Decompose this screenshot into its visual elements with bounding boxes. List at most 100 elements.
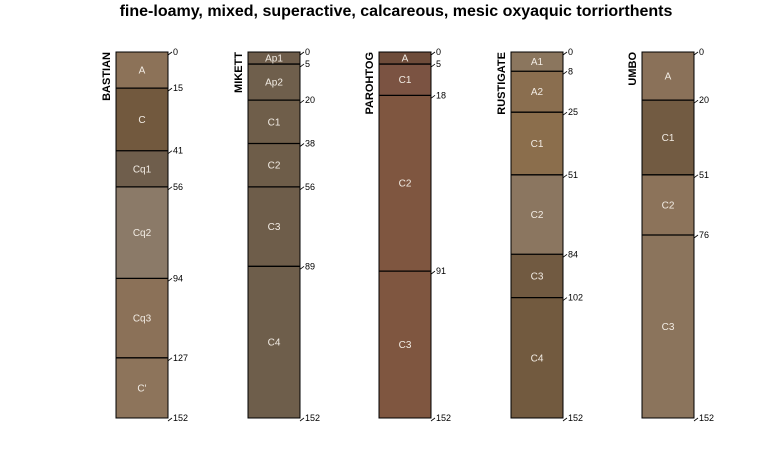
depth-tick <box>693 99 699 104</box>
depth-tick <box>562 70 568 75</box>
horizon-label: C2 <box>662 200 675 211</box>
horizon-ap1-fill <box>248 52 300 65</box>
depth-label: 0 <box>568 47 573 57</box>
horizon-cq3-fill <box>116 278 168 358</box>
horizon-label: C2 <box>399 179 412 190</box>
depth-label: 0 <box>173 47 178 57</box>
profile-bastian: A C Cq1 Cq2 Cq3 C' 0 15 41 56 94 127 152 BASTIAN <box>101 47 188 423</box>
horizon-a2-fill <box>511 71 563 113</box>
profile-mikett: Ap1 Ap2 C1 C2 C3 C4 0 5 20 38 56 89 152 MIKETT <box>233 47 320 423</box>
horizon-cq1-fill <box>116 150 168 187</box>
horizon-a-fill <box>642 52 694 101</box>
horizon-c-fill <box>116 88 168 151</box>
figure-title: fine-loamy, mixed, superactive, calcareo… <box>120 3 673 20</box>
horizon-label: C3 <box>531 271 544 282</box>
depth-tick <box>430 270 436 275</box>
profile-name: RUSTIGATE <box>496 52 508 115</box>
depth-label: 5 <box>305 59 310 69</box>
profile-outline <box>378 51 432 419</box>
depth-tick <box>299 186 305 191</box>
depth-label: 0 <box>436 47 441 57</box>
depth-label: 38 <box>305 139 315 149</box>
profile-rustigate: A1 A2 C1 C2 C3 C4 0 8 25 51 84 102 152 RUSTIGATE <box>496 47 583 423</box>
horizon-ap2-fill <box>248 64 300 101</box>
horizon-cq2-fill <box>116 186 168 279</box>
horizon-label: A2 <box>531 87 544 98</box>
depth-tick <box>299 99 305 104</box>
depth-tick <box>562 174 568 179</box>
depth-tick <box>299 51 305 56</box>
horizon-a-fill <box>379 52 431 65</box>
profile-outline <box>641 51 695 419</box>
depth-tick <box>167 150 173 155</box>
depth-label: 51 <box>699 170 709 180</box>
horizon-label: A <box>402 54 409 65</box>
horizon-label: A <box>665 72 672 83</box>
horizon-label: C2 <box>531 210 544 221</box>
horizon-label: Cq2 <box>133 228 152 239</box>
depth-tick <box>167 357 173 362</box>
horizon-label: Cq1 <box>133 164 152 175</box>
depth-tick <box>693 234 699 239</box>
depth-label: 152 <box>436 413 451 423</box>
horizon-c-fill <box>116 357 168 418</box>
depth-tick <box>562 417 568 422</box>
depth-label: 8 <box>568 66 573 76</box>
depth-label: 127 <box>173 353 188 363</box>
depth-label: 0 <box>699 47 704 57</box>
profile-parohtog: A C1 C2 C3 0 5 18 91 152 PAROHTOG <box>364 47 451 423</box>
horizon-c1-fill <box>379 64 431 96</box>
depth-tick <box>167 51 173 56</box>
depth-label: 102 <box>568 293 583 303</box>
depth-label: 152 <box>568 413 583 423</box>
depth-tick <box>430 51 436 56</box>
depth-label: 91 <box>436 266 446 276</box>
depth-label: 56 <box>305 182 315 192</box>
depth-label: 5 <box>436 59 441 69</box>
depth-label: 76 <box>699 230 709 240</box>
horizon-label: C3 <box>268 222 281 233</box>
horizon-c4-fill <box>511 297 563 418</box>
depth-tick <box>299 265 305 270</box>
profile-name: UMBO <box>627 52 639 86</box>
depth-label: 84 <box>568 249 578 259</box>
profile-umbo: A C1 C2 C3 0 20 51 76 152 UMBO <box>627 47 714 423</box>
horizon-label: C <box>138 115 145 126</box>
depth-tick <box>430 63 436 68</box>
depth-label: 152 <box>305 413 320 423</box>
depth-label: 152 <box>699 413 714 423</box>
horizon-label: C4 <box>531 353 544 364</box>
horizon-c2-fill <box>248 143 300 187</box>
depth-label: 0 <box>305 47 310 57</box>
depth-label: 51 <box>568 170 578 180</box>
horizon-label: C1 <box>399 75 412 86</box>
depth-label: 18 <box>436 90 446 100</box>
depth-label: 152 <box>173 413 188 423</box>
depth-label: 20 <box>699 95 709 105</box>
horizon-c2-fill <box>511 174 563 255</box>
horizon-c2-fill <box>379 95 431 272</box>
horizon-c1-fill <box>511 112 563 175</box>
depth-tick <box>693 417 699 422</box>
horizon-label: C2 <box>268 161 281 172</box>
horizon-c1-fill <box>642 100 694 175</box>
horizon-label: C1 <box>662 133 675 144</box>
depth-label: 41 <box>173 146 183 156</box>
depth-tick <box>167 417 173 422</box>
horizon-c2-fill <box>642 174 694 235</box>
depth-label: 25 <box>568 107 578 117</box>
horizon-label: Ap1 <box>265 54 283 65</box>
depth-label: 56 <box>173 182 183 192</box>
profile-name: PAROHTOG <box>364 52 376 115</box>
horizon-label: C1 <box>268 117 281 128</box>
horizon-a1-fill <box>511 52 563 72</box>
horizon-label: Ap2 <box>265 78 283 89</box>
horizon-label: C3 <box>662 322 675 333</box>
horizon-label: C' <box>137 383 146 394</box>
depth-tick <box>167 278 173 282</box>
horizon-label: A <box>139 66 146 77</box>
profile-outline <box>247 51 301 419</box>
depth-tick <box>693 51 699 56</box>
